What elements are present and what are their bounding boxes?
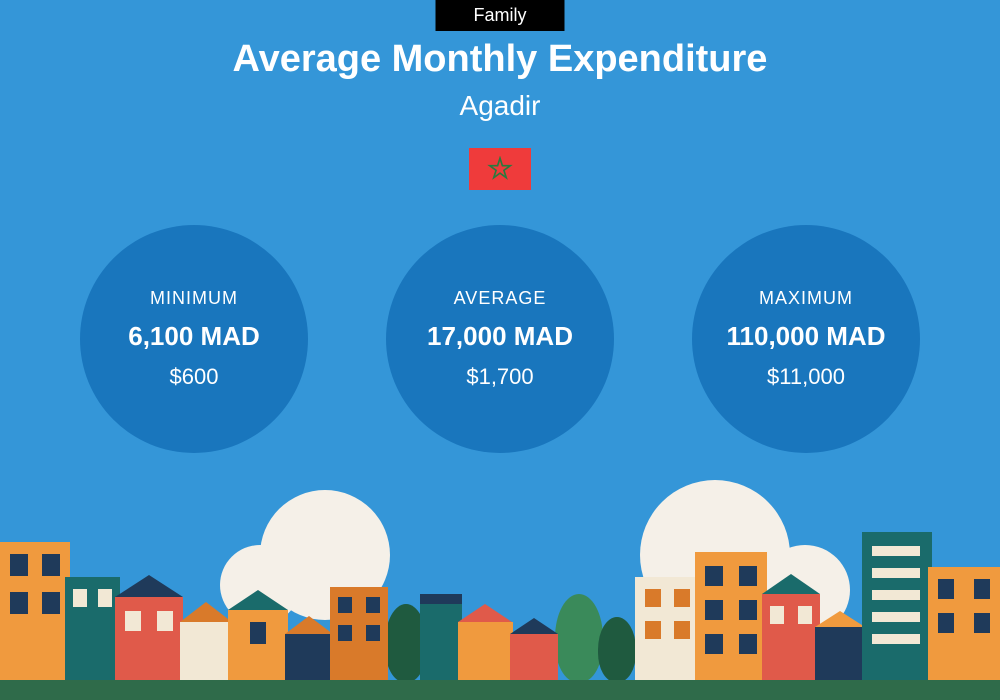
stat-label: AVERAGE bbox=[454, 288, 547, 309]
building-shape bbox=[458, 622, 513, 682]
building-shape bbox=[228, 610, 288, 682]
building-shape bbox=[285, 634, 333, 682]
stat-value-mad: 110,000 MAD bbox=[727, 321, 886, 352]
building-shape bbox=[420, 604, 462, 682]
stat-label: MAXIMUM bbox=[759, 288, 853, 309]
category-badge: Family bbox=[436, 0, 565, 31]
building-shape bbox=[762, 594, 820, 682]
stat-value-mad: 17,000 MAD bbox=[427, 321, 573, 352]
stat-value-usd: $600 bbox=[170, 364, 219, 390]
flag-star-icon bbox=[487, 156, 513, 182]
stat-circle-maximum: MAXIMUM 110,000 MAD $11,000 bbox=[692, 225, 920, 453]
tree-shape bbox=[598, 617, 636, 682]
infographic-background: Family Average Monthly Expenditure Agadi… bbox=[0, 0, 1000, 700]
category-label: Family bbox=[474, 5, 527, 25]
stat-circle-minimum: MINIMUM 6,100 MAD $600 bbox=[80, 225, 308, 453]
city-name: Agadir bbox=[0, 90, 1000, 122]
building-shape bbox=[862, 532, 932, 682]
stat-label: MINIMUM bbox=[150, 288, 238, 309]
morocco-flag-icon bbox=[469, 148, 531, 190]
building-shape bbox=[815, 627, 865, 682]
stat-value-mad: 6,100 MAD bbox=[128, 321, 260, 352]
building-shape bbox=[928, 567, 1000, 682]
building-shape bbox=[115, 597, 183, 682]
building-shape bbox=[695, 552, 767, 682]
cityscape-illustration bbox=[0, 470, 1000, 700]
ground-strip bbox=[0, 680, 1000, 700]
stat-value-usd: $1,700 bbox=[466, 364, 533, 390]
building-shape bbox=[510, 634, 558, 682]
tree-shape bbox=[555, 594, 603, 682]
building-shape bbox=[180, 622, 232, 682]
building-shape bbox=[330, 587, 388, 682]
stat-value-usd: $11,000 bbox=[767, 364, 845, 390]
building-shape bbox=[65, 577, 120, 682]
building-shape bbox=[0, 542, 70, 682]
building-shape bbox=[635, 577, 700, 682]
stat-circles-row: MINIMUM 6,100 MAD $600 AVERAGE 17,000 MA… bbox=[0, 225, 1000, 453]
stat-circle-average: AVERAGE 17,000 MAD $1,700 bbox=[386, 225, 614, 453]
page-title: Average Monthly Expenditure bbox=[0, 38, 1000, 81]
